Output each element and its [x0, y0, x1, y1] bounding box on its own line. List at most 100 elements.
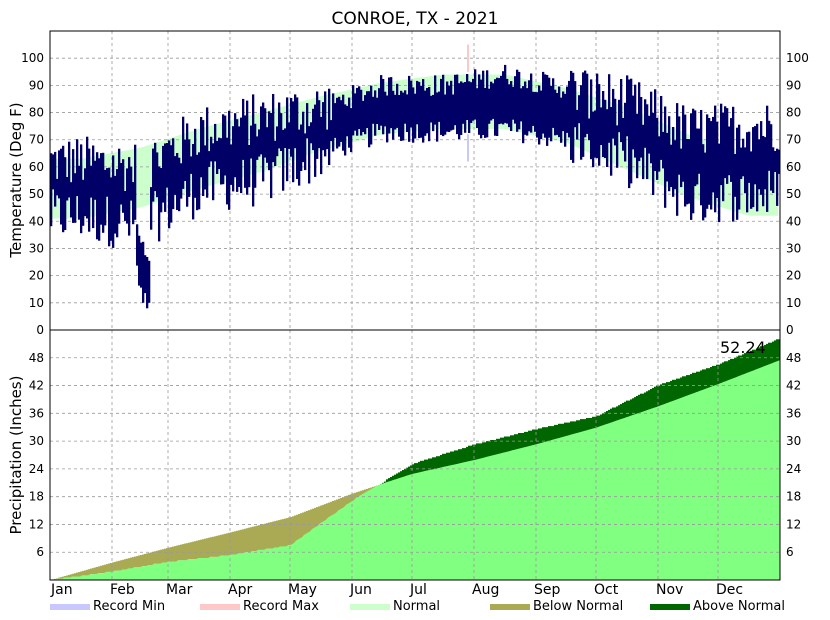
- above-normal-segment: [616, 406, 619, 421]
- precipitation-tick-left: 48: [29, 351, 44, 365]
- above-normal-segment: [762, 346, 765, 368]
- above-normal-segment: [468, 445, 471, 462]
- daily-temperature-bar: [270, 113, 273, 199]
- daily-temperature-bar: [760, 121, 763, 195]
- below-normal-segment: [202, 539, 205, 558]
- below-normal-segment: [184, 543, 187, 561]
- daily-temperature-bar: [400, 90, 403, 141]
- daily-temperature-bar: [202, 120, 205, 196]
- daily-temperature-bar: [562, 91, 565, 132]
- above-normal-segment: [688, 375, 691, 396]
- daily-temperature-bar: [346, 105, 349, 137]
- above-normal-segment: [598, 415, 601, 427]
- above-normal-segment: [676, 378, 679, 400]
- below-normal-segment: [310, 509, 313, 532]
- above-normal-segment: [466, 446, 469, 462]
- above-normal-segment: [474, 444, 477, 461]
- above-normal-segment: [776, 339, 779, 362]
- below-normal-segment: [296, 514, 299, 541]
- below-normal-segment: [72, 573, 75, 577]
- daily-temperature-bar: [774, 151, 777, 172]
- above-normal-segment: [564, 422, 567, 437]
- daily-temperature-bar: [594, 110, 597, 158]
- below-normal-segment: [148, 552, 151, 565]
- daily-temperature-bar: [260, 106, 263, 155]
- below-normal-segment: [244, 528, 247, 553]
- below-normal-segment: [248, 527, 251, 553]
- daily-temperature-bar: [508, 84, 511, 128]
- below-normal-segment: [282, 519, 285, 547]
- daily-temperature-bar: [738, 124, 741, 210]
- below-normal-segment: [306, 510, 309, 534]
- daily-temperature-bar: [190, 156, 193, 174]
- above-normal-segment: [644, 392, 647, 412]
- above-normal-segment: [422, 460, 425, 472]
- daily-temperature-bar: [364, 95, 367, 135]
- daily-temperature-bar: [448, 85, 451, 132]
- daily-temperature-bar: [426, 88, 429, 134]
- daily-temperature-bar: [754, 126, 757, 185]
- below-normal-segment: [320, 505, 323, 524]
- daily-temperature-bar: [776, 148, 779, 206]
- below-normal-segment: [78, 572, 81, 577]
- below-normal-segment: [300, 513, 303, 539]
- daily-temperature-bar: [140, 242, 143, 288]
- daily-temperature-bar: [366, 91, 369, 128]
- below-normal-segment: [178, 545, 181, 561]
- daily-temperature-bar: [216, 140, 219, 174]
- below-normal-segment: [188, 542, 191, 560]
- below-normal-segment: [74, 573, 77, 577]
- temperature-tick-left: 0: [36, 323, 44, 337]
- above-normal-segment: [492, 440, 495, 456]
- month-label: Nov: [656, 582, 683, 598]
- month-label: Sep: [534, 582, 561, 598]
- daily-temperature-bar: [188, 139, 191, 197]
- above-normal-segment: [730, 358, 733, 380]
- above-normal-segment: [614, 407, 617, 422]
- daily-temperature-bar: [730, 118, 733, 182]
- daily-temperature-bar: [84, 168, 87, 217]
- above-normal-segment: [568, 422, 571, 436]
- daily-temperature-bar: [52, 154, 55, 190]
- below-normal-area: [52, 485, 381, 580]
- daily-temperature-bar: [336, 97, 339, 149]
- daily-temperature-bar: [138, 235, 141, 286]
- daily-temperature-bar: [572, 72, 575, 163]
- daily-temperature-bar: [288, 122, 291, 149]
- daily-temperature-bar: [286, 97, 289, 182]
- legend-swatch: [200, 604, 240, 610]
- daily-temperature-bar: [698, 128, 701, 174]
- daily-temperature-bar: [96, 152, 99, 240]
- daily-temperature-bar: [184, 139, 187, 181]
- daily-temperature-bar: [78, 165, 81, 220]
- above-normal-segment: [610, 408, 613, 423]
- above-normal-segment: [586, 418, 589, 431]
- below-normal-segment: [134, 556, 137, 568]
- daily-temperature-bar: [558, 86, 561, 138]
- above-normal-segment: [580, 419, 583, 433]
- daily-temperature-bar: [682, 105, 685, 182]
- daily-temperature-bar: [284, 128, 287, 148]
- above-normal-segment: [572, 421, 575, 435]
- above-normal-segment: [664, 383, 667, 405]
- above-normal-segment: [426, 459, 429, 471]
- below-normal-segment: [334, 500, 337, 514]
- below-normal-segment: [278, 520, 281, 548]
- above-normal-segment: [582, 419, 585, 432]
- daily-temperature-bar: [534, 92, 537, 132]
- daily-temperature-bar: [510, 81, 513, 131]
- above-normal-segment: [414, 463, 417, 474]
- daily-temperature-bar: [240, 117, 243, 194]
- daily-temperature-bar: [768, 120, 771, 171]
- daily-temperature-bar: [398, 95, 401, 137]
- below-normal-segment: [214, 536, 217, 557]
- daily-temperature-bar: [496, 77, 499, 136]
- above-normal-segment: [684, 376, 687, 397]
- above-normal-segment: [604, 412, 607, 425]
- daily-temperature-bar: [262, 102, 265, 182]
- above-normal-segment: [470, 445, 473, 461]
- above-normal-segment: [622, 402, 625, 419]
- daily-temperature-bar: [376, 97, 379, 124]
- daily-temperature-bar: [718, 143, 721, 223]
